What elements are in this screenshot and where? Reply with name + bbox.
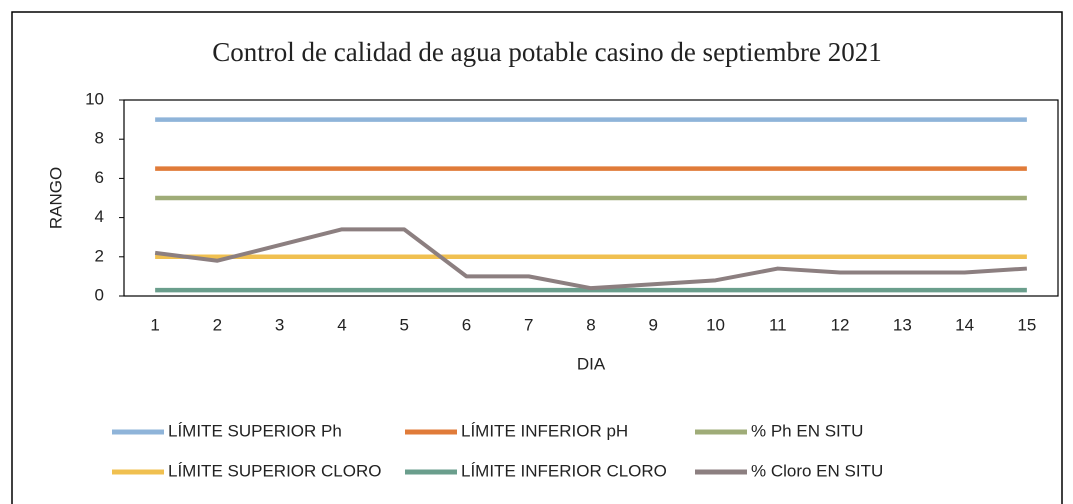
x-tick-label: 9 [649, 315, 658, 334]
x-tick-label: 15 [1017, 315, 1036, 334]
legend-label: LÍMITE SUPERIOR Ph [168, 421, 342, 440]
legend-label: LÍMITE INFERIOR pH [461, 421, 628, 440]
series-line [154, 227, 1027, 291]
x-tick-label: 3 [275, 315, 284, 334]
x-tick-label: 2 [213, 315, 222, 334]
x-tick-label: 6 [462, 315, 471, 334]
y-tick-label: 0 [95, 285, 104, 304]
plot-frame [123, 99, 1059, 297]
legend-label: % Ph EN SITU [751, 421, 863, 440]
x-tick-label: 11 [769, 315, 787, 334]
chart-title: Control de calidad de agua potable casin… [212, 37, 882, 67]
x-tick-label: 8 [586, 315, 595, 334]
legend-label: LÍMITE SUPERIOR CLORO [168, 461, 381, 480]
legend-label: LÍMITE INFERIOR CLORO [461, 461, 667, 480]
y-tick-label: 2 [95, 246, 104, 265]
y-tick-label: 4 [95, 207, 104, 226]
x-tick-label: 1 [150, 315, 159, 334]
x-axis-label: DIA [577, 354, 606, 373]
y-axis-label: RANGO [46, 167, 65, 229]
y-tick-label: 8 [95, 129, 104, 148]
x-tick-label: 5 [399, 315, 408, 334]
y-tick-label: 6 [95, 168, 104, 187]
y-tick-label: 10 [85, 89, 104, 108]
x-tick-label: 7 [524, 315, 533, 334]
x-tick-label: 13 [893, 315, 912, 334]
x-tick-label: 14 [955, 315, 974, 334]
x-tick-label: 4 [337, 315, 346, 334]
x-tick-label: 10 [706, 315, 725, 334]
legend-label: % Cloro EN SITU [751, 461, 883, 480]
x-tick-label: 12 [831, 315, 850, 334]
